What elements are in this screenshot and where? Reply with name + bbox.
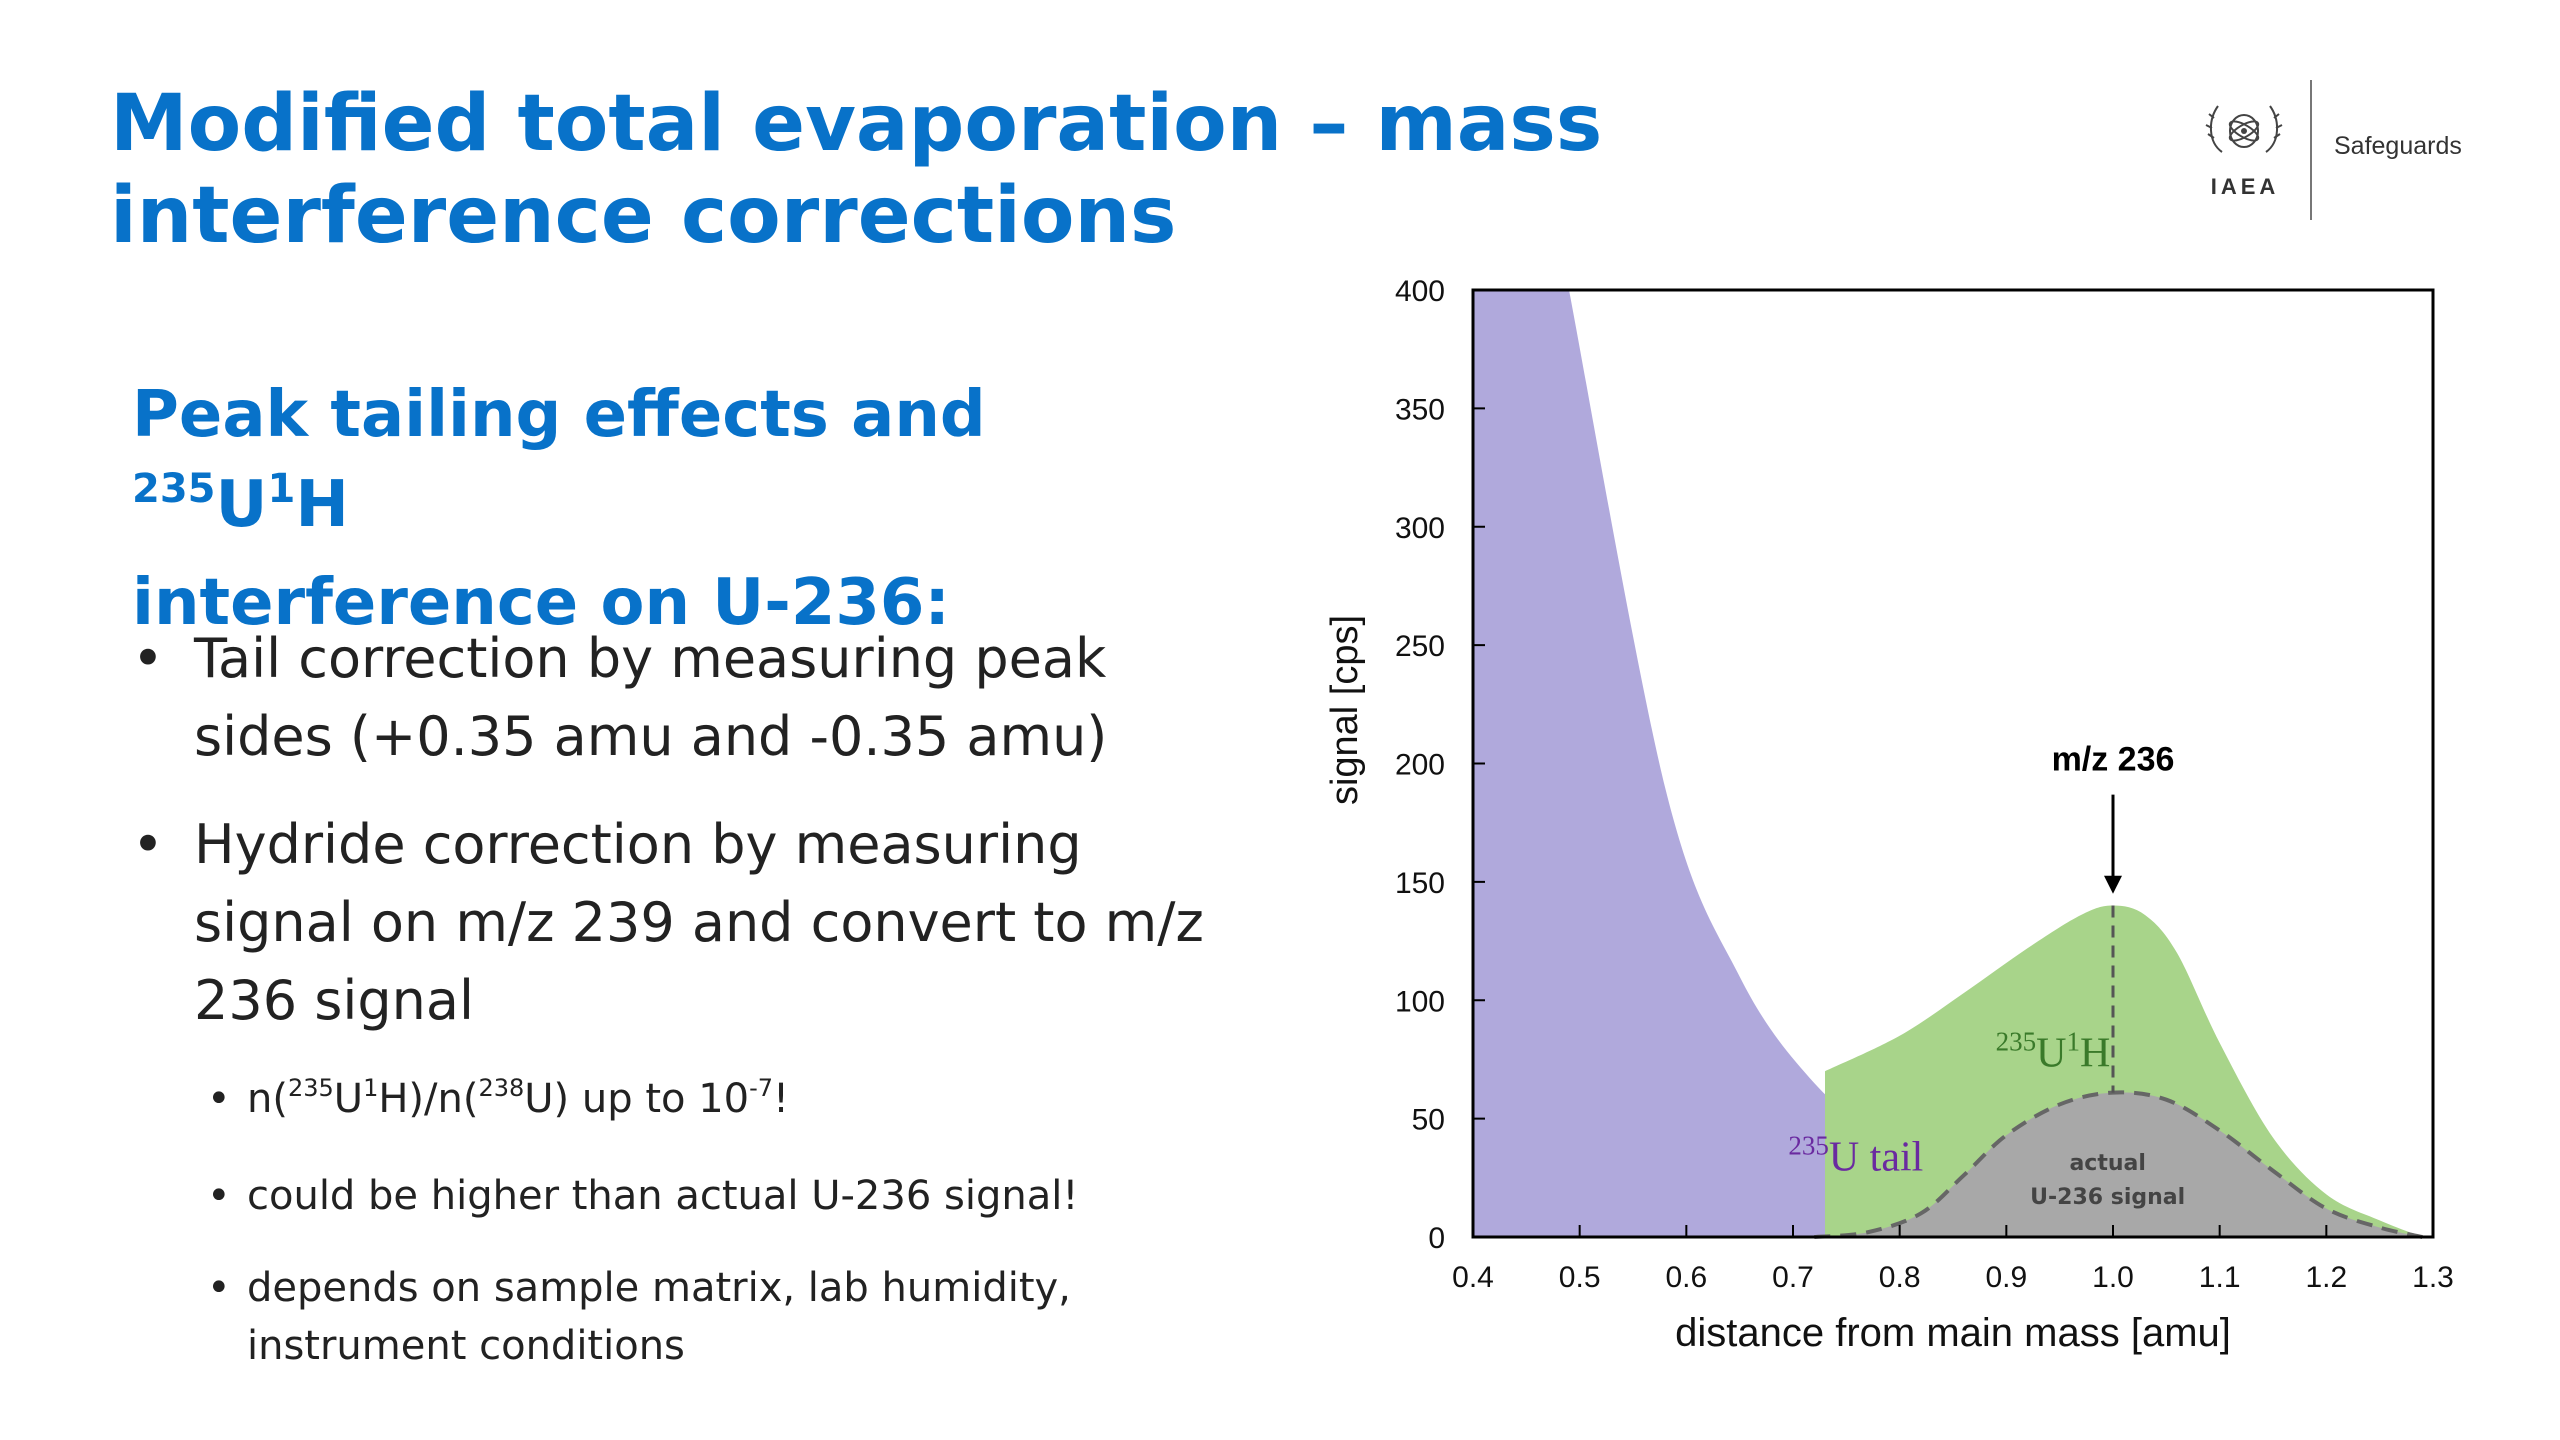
x-axis-label: distance from main mass [amu] xyxy=(1675,1311,2231,1355)
logo-department: Safeguards xyxy=(2334,132,2462,160)
y-tick-label: 200 xyxy=(1395,749,1445,782)
actual-signal-area xyxy=(1814,1092,2423,1237)
logo-divider xyxy=(2310,80,2312,220)
subbullet-depends: depends on sample matrix, lab humidity, … xyxy=(132,1259,1232,1375)
actual-label-line1: actual xyxy=(2069,1151,2145,1176)
bullet-list: Tail correction by measuring peak sides … xyxy=(132,620,1232,1409)
y-tick-label: 150 xyxy=(1395,867,1445,900)
x-tick-label: 0.4 xyxy=(1452,1261,1494,1294)
x-tick-label: 1.3 xyxy=(2412,1261,2454,1294)
hydride-area xyxy=(1825,905,2423,1237)
mz236-arrowhead xyxy=(2104,875,2122,894)
page-title: Modified total evaporation – mass interf… xyxy=(110,79,1603,261)
tail-area xyxy=(1473,290,2113,1237)
logo-wordmark: IAEA xyxy=(2210,174,2280,199)
actual-label-line2: U-236 signal xyxy=(2030,1185,2185,1210)
x-tick-label: 0.6 xyxy=(1665,1261,1707,1294)
hydride-label: 235U1H xyxy=(1996,1027,2111,1077)
y-tick-label: 0 xyxy=(1428,1222,1445,1255)
axis-ticks xyxy=(1472,289,2434,1238)
subbullet-ratio: n(235U1H)/n(238U) up to 10-7! xyxy=(132,1070,1232,1133)
subbullet-higher: could be higher than actual U-236 signal… xyxy=(132,1167,1232,1225)
x-tick-label: 0.5 xyxy=(1559,1261,1601,1294)
y-tick-label: 100 xyxy=(1395,985,1445,1018)
x-tick-label: 0.7 xyxy=(1772,1261,1814,1294)
y-axis-label: signal [cps] xyxy=(1324,615,1366,805)
tail-label: 235U tail xyxy=(1788,1131,1923,1181)
x-tick-label: 1.2 xyxy=(2305,1261,2347,1294)
y-tick-label: 300 xyxy=(1395,512,1445,545)
y-tick-labels: 0 50 100 150 200 250 300 350 400 xyxy=(1395,275,1445,1255)
iaea-logo: IAEA Safeguards xyxy=(2200,80,2520,230)
bullet-tail-correction: Tail correction by measuring peak sides … xyxy=(132,620,1232,776)
y-tick-label: 250 xyxy=(1395,630,1445,663)
x-tick-label: 1.1 xyxy=(2199,1261,2241,1294)
y-tick-label: 350 xyxy=(1395,393,1445,426)
x-tick-label: 1.0 xyxy=(2092,1261,2134,1294)
x-tick-labels: 0.4 0.5 0.6 0.7 0.8 0.9 1.0 1.1 1.2 1.3 xyxy=(1452,1261,2454,1294)
y-tick-label: 50 xyxy=(1412,1104,1445,1137)
x-tick-label: 0.9 xyxy=(1985,1261,2027,1294)
bullet-hydride-correction: Hydride correction by measuring signal o… xyxy=(132,806,1232,1040)
x-tick-label: 0.8 xyxy=(1879,1261,1921,1294)
mz236-label: m/z 236 xyxy=(2052,741,2175,779)
y-tick-label: 400 xyxy=(1395,275,1445,308)
un-emblem-icon xyxy=(2205,105,2283,153)
